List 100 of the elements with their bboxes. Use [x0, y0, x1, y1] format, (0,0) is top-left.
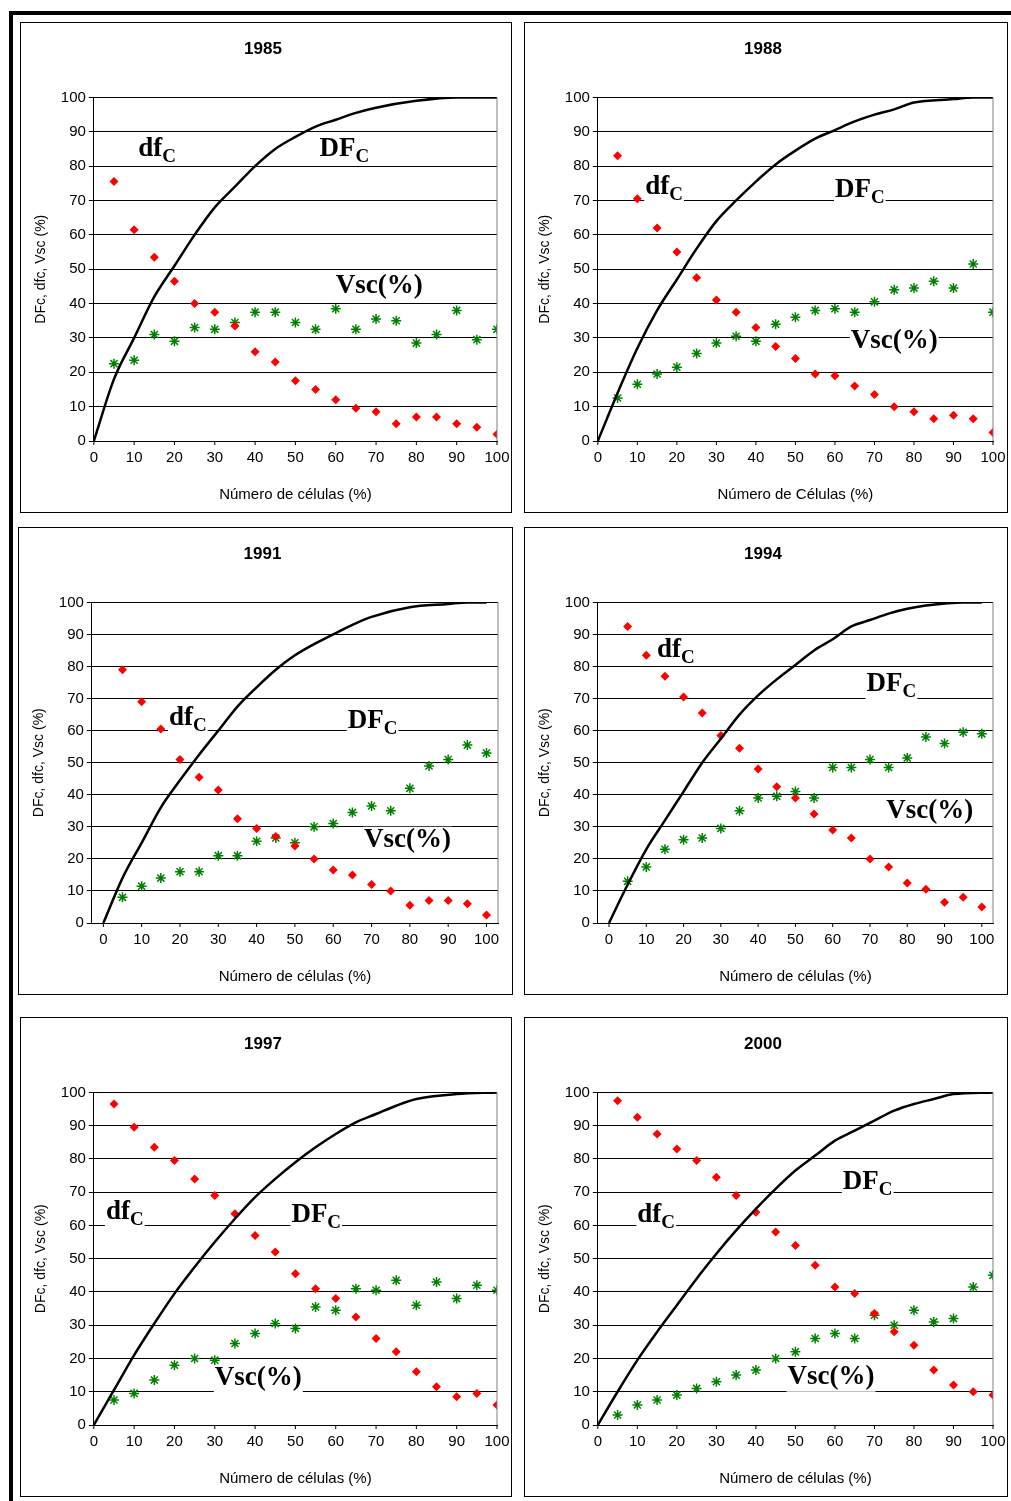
- y-tick-label: 60: [69, 1215, 86, 1233]
- x-tick-label: 40: [749, 929, 767, 947]
- point: [129, 225, 139, 235]
- x-tick-label: 20: [166, 1431, 183, 1449]
- y-tick-label: 40: [573, 1282, 590, 1300]
- y-tick-label: 90: [69, 121, 86, 139]
- point: [311, 1284, 321, 1294]
- chart-title: 1988: [744, 38, 782, 58]
- x-tick-label: 40: [747, 1431, 765, 1449]
- x-tick-label: 10: [125, 447, 143, 465]
- point: [927, 1316, 940, 1328]
- x-tick-label: 80: [905, 1431, 923, 1449]
- y-axis-title: DFc, dfc, Vsc (%): [536, 1204, 553, 1314]
- point: [289, 316, 302, 329]
- y-tick-label: 100: [60, 1082, 86, 1100]
- x-tick-label: 50: [287, 447, 304, 465]
- point: [884, 862, 894, 872]
- chart-title: 1991: [243, 543, 282, 563]
- point: [190, 1174, 200, 1184]
- point: [868, 296, 881, 308]
- point: [652, 223, 662, 233]
- point: [967, 1281, 979, 1293]
- y-tick-label: 20: [67, 849, 84, 867]
- point: [846, 833, 856, 843]
- point: [769, 318, 782, 330]
- x-tick-label: 50: [787, 1431, 804, 1449]
- y-tick-label: 30: [573, 1315, 590, 1333]
- point: [249, 1327, 261, 1340]
- x-tick-label: 100: [473, 929, 500, 947]
- point: [696, 832, 708, 844]
- x-tick-label: 90: [945, 447, 962, 465]
- y-tick-label: 100: [564, 1082, 590, 1100]
- x-tick-label: 100: [980, 1431, 1006, 1449]
- x-tick-label: 10: [637, 929, 655, 947]
- point: [370, 1284, 382, 1297]
- y-axis-title: DFc, dfc, Vsc (%): [30, 708, 47, 818]
- point: [213, 785, 223, 795]
- y-tick-label: 0: [581, 1415, 590, 1433]
- point: [209, 1354, 221, 1366]
- point: [976, 728, 988, 740]
- point: [731, 1191, 741, 1201]
- x-tick-label: 60: [327, 1431, 345, 1449]
- y-tick-label: 80: [69, 1149, 86, 1167]
- y-tick-label: 30: [573, 328, 590, 346]
- x-tick-label: 40: [246, 447, 264, 465]
- x-tick-label: 100: [484, 1431, 510, 1449]
- point: [621, 875, 634, 888]
- point: [865, 854, 875, 864]
- y-tick-label: 90: [69, 1115, 86, 1133]
- point: [810, 1260, 820, 1270]
- point: [826, 761, 839, 774]
- point: [672, 247, 682, 257]
- point: [128, 1387, 140, 1400]
- point: [149, 252, 159, 262]
- point: [771, 790, 783, 803]
- x-tick-label: 50: [286, 929, 304, 947]
- point: [632, 1112, 642, 1122]
- point: [193, 865, 205, 878]
- x-tick-label: 80: [408, 1431, 425, 1449]
- point: [108, 1394, 120, 1406]
- point: [810, 369, 820, 379]
- point: [452, 419, 462, 429]
- point: [940, 897, 950, 907]
- x-tick-label: 0: [593, 1431, 602, 1449]
- point: [156, 724, 166, 734]
- x-tick-label: 80: [898, 929, 916, 947]
- point: [882, 761, 895, 774]
- point: [128, 354, 140, 366]
- point: [692, 1156, 702, 1166]
- y-tick-label: 10: [573, 881, 590, 899]
- point: [711, 295, 721, 305]
- y-tick-label: 80: [69, 156, 86, 174]
- y-tick-label: 30: [573, 816, 590, 834]
- y-tick-label: 100: [60, 87, 86, 105]
- point: [710, 1376, 723, 1388]
- point: [405, 900, 415, 910]
- point: [888, 1319, 900, 1331]
- y-tick-label: 60: [67, 720, 84, 738]
- y-tick-label: 60: [573, 720, 590, 738]
- point: [677, 833, 690, 846]
- point: [968, 414, 978, 424]
- point: [346, 806, 359, 819]
- point: [730, 1369, 742, 1381]
- point: [888, 284, 900, 296]
- point: [430, 328, 443, 341]
- x-tick-label: 20: [675, 929, 692, 947]
- point: [929, 1365, 939, 1375]
- x-tick-label: 80: [408, 447, 425, 465]
- point: [789, 1346, 802, 1358]
- chart-title: 1994: [744, 543, 783, 563]
- point: [927, 275, 940, 287]
- point: [848, 306, 861, 318]
- point: [613, 151, 623, 161]
- x-tick-label: 30: [712, 929, 730, 947]
- point: [715, 822, 727, 835]
- point: [430, 1276, 443, 1288]
- annotation: Vsc(%): [886, 793, 974, 824]
- x-tick-label: 30: [206, 447, 224, 465]
- y-tick-label: 80: [573, 1149, 590, 1167]
- x-axis-title: Número de Células (%): [717, 485, 874, 503]
